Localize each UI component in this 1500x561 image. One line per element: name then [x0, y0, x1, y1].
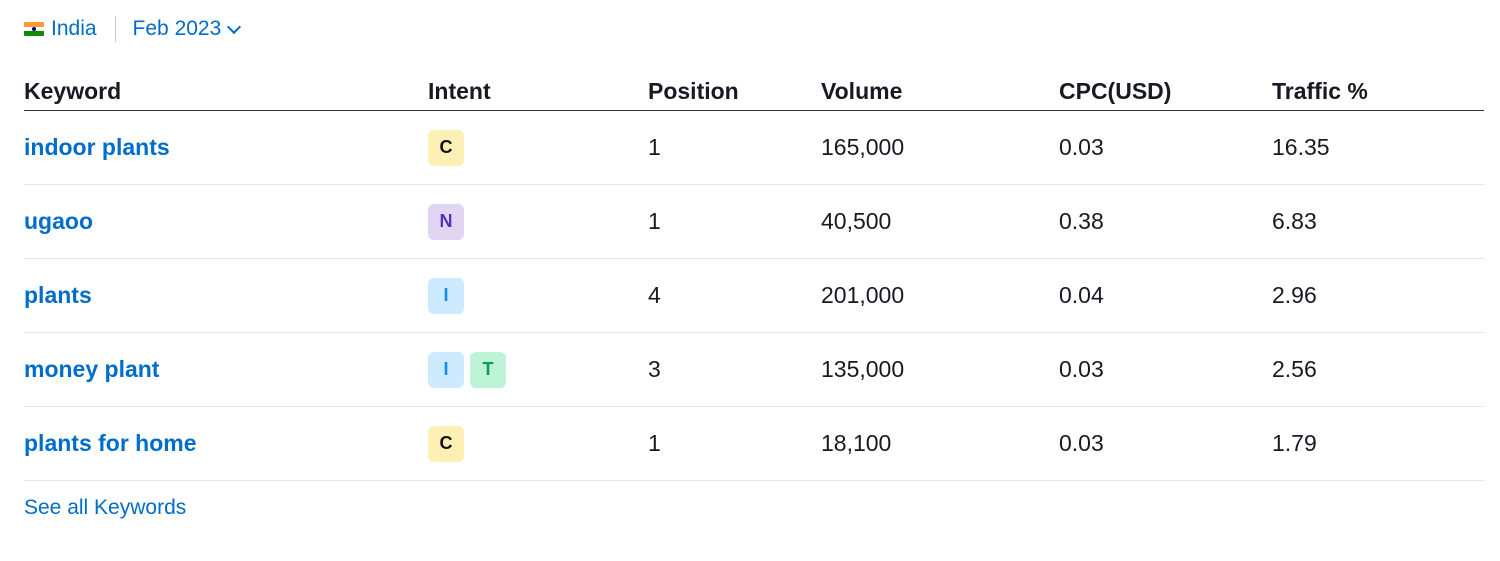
intent-cell: N — [428, 185, 464, 258]
keyword-link[interactable]: plants — [24, 282, 92, 308]
keyword-link[interactable]: indoor plants — [24, 134, 170, 160]
traffic-value: 1.79 — [1272, 430, 1317, 456]
intent-badge[interactable]: T — [470, 351, 506, 388]
volume-value: 135,000 — [821, 356, 905, 382]
country-selector[interactable]: India — [51, 17, 97, 40]
position-value: 3 — [648, 356, 661, 382]
volume-value: 40,500 — [821, 208, 892, 234]
chevron-down-icon[interactable] — [227, 19, 242, 35]
table-row: money plant I T 3 135,000 0.03 2.56 — [24, 333, 1484, 407]
volume-value: 201,000 — [821, 282, 905, 308]
table-body: indoor plants C 1 165,000 0.03 16.35 ugaoo N 1 40… — [24, 111, 1484, 481]
cpc-value: 0.03 — [1059, 430, 1104, 456]
cpc-value: 0.04 — [1059, 282, 1104, 308]
keyword-link[interactable]: plants for home — [24, 430, 197, 456]
column-header-position[interactable]: Position — [648, 78, 739, 104]
column-header-intent[interactable]: Intent — [428, 78, 491, 104]
filter-divider — [114, 16, 116, 42]
filters-bar: India Feb 2023 — [24, 14, 242, 44]
keyword-link[interactable]: ugaoo — [24, 208, 93, 234]
column-header-volume[interactable]: Volume — [821, 78, 903, 104]
position-value: 1 — [648, 208, 661, 234]
column-header-keyword[interactable]: Keyword — [24, 78, 122, 104]
intent-badge[interactable]: C — [428, 425, 464, 462]
traffic-value: 6.83 — [1272, 208, 1317, 234]
intent-badge[interactable]: I — [428, 277, 464, 314]
position-value: 1 — [648, 430, 661, 456]
intent-badge[interactable]: N — [428, 203, 464, 240]
intent-badge[interactable]: I — [428, 351, 464, 388]
keyword-link[interactable]: money plant — [24, 356, 160, 382]
position-value: 4 — [648, 282, 661, 308]
traffic-value: 2.96 — [1272, 282, 1317, 308]
table-header: Keyword Intent Position Volume CPC(USD) … — [24, 72, 1484, 111]
intent-cell: C — [428, 407, 464, 480]
intent-cell: I — [428, 259, 464, 332]
cpc-value: 0.38 — [1059, 208, 1104, 234]
position-value: 1 — [648, 134, 661, 160]
table-row: indoor plants C 1 165,000 0.03 16.35 — [24, 111, 1484, 185]
table-row: ugaoo N 1 40,500 0.38 6.83 — [24, 185, 1484, 259]
india-flag-icon — [24, 22, 44, 36]
column-header-cpc[interactable]: CPC(USD) — [1059, 78, 1172, 104]
cpc-value: 0.03 — [1059, 356, 1104, 382]
volume-value: 165,000 — [821, 134, 905, 160]
date-selector[interactable]: Feb 2023 — [132, 17, 242, 41]
traffic-value: 2.56 — [1272, 356, 1317, 382]
table-row: plants for home C 1 18,100 0.03 1.79 — [24, 407, 1484, 481]
intent-badge[interactable]: C — [428, 129, 464, 166]
see-all-keywords-link[interactable]: See all Keywords — [24, 496, 187, 519]
intent-cell: C — [428, 111, 464, 184]
table-row: plants I 4 201,000 0.04 2.96 — [24, 259, 1484, 333]
volume-value: 18,100 — [821, 430, 892, 456]
cpc-value: 0.03 — [1059, 134, 1104, 160]
keywords-table: Keyword Intent Position Volume CPC(USD) … — [24, 72, 1484, 481]
date-label[interactable]: Feb 2023 — [132, 17, 222, 40]
column-header-traffic[interactable]: Traffic % — [1272, 78, 1368, 104]
traffic-value: 16.35 — [1272, 134, 1330, 160]
